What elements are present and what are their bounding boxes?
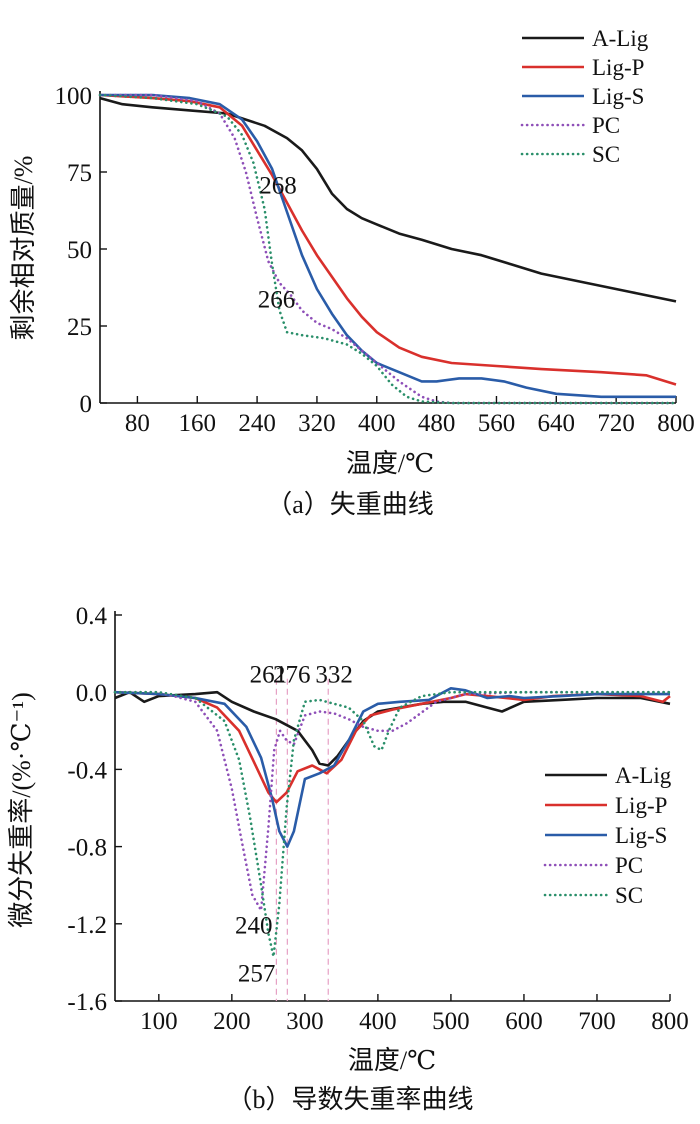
series-line-lig-p — [114, 690, 671, 804]
legend-label-lig-p: Lig-P — [592, 55, 644, 80]
y-tick-label: 0.0 — [76, 680, 107, 707]
x-tick-label: 800 — [651, 1008, 689, 1035]
tga-y-axis-label: 剩余相对质量/% — [9, 156, 38, 341]
x-tick-label: 720 — [597, 410, 635, 437]
annotation-label: 261 — [250, 662, 288, 689]
legend-label-lig-s: Lig-S — [615, 823, 667, 848]
y-tick-label: -1.2 — [67, 912, 107, 939]
series-line-sc — [98, 93, 678, 405]
x-tick-label: 560 — [478, 410, 516, 437]
x-tick-label: 80 — [125, 410, 150, 437]
dtg-series-group — [113, 687, 672, 958]
y-tick-label: 75 — [67, 160, 92, 187]
tga-caption: （a）失重曲线 — [266, 490, 434, 519]
annotation-label: 276 — [273, 662, 311, 689]
dtg-legend: A-Lig Lig-P Lig-S PC SC — [543, 763, 672, 908]
y-tick-label: 0.4 — [76, 603, 108, 630]
x-tick-label: 640 — [538, 410, 576, 437]
legend-label-lig-s: Lig-S — [592, 84, 644, 109]
legend-label-pc: PC — [592, 113, 620, 138]
tga-x-axis-label: 温度/℃ — [346, 449, 434, 478]
tga-annotations: 268 266 — [258, 173, 297, 314]
legend-label-lig-p: Lig-P — [615, 793, 667, 818]
series-line-pc — [98, 93, 678, 405]
y-tick-label: 0 — [80, 391, 93, 418]
tga-chart: 80 160 240 320 400 480 560 640 720 8000255075100 … — [9, 26, 695, 519]
x-tick-label: 300 — [286, 1008, 324, 1035]
annotation-label: 266 — [258, 287, 296, 314]
y-tick-label: -0.4 — [67, 757, 107, 784]
y-tick-label: 100 — [55, 83, 93, 110]
tga-axes: 80 160 240 320 400 480 560 640 720 800 0 25 50 75 100 — [55, 83, 695, 437]
dtg-reference-lines — [275, 678, 329, 1001]
y-tick-label: -1.6 — [67, 989, 107, 1016]
x-tick-label: 600 — [505, 1008, 543, 1035]
x-tick-label: 160 — [178, 410, 216, 437]
x-tick-label: 800 — [657, 410, 695, 437]
y-tick-label: -0.8 — [67, 835, 107, 862]
series-line-lig-s — [100, 93, 676, 399]
series-line-lig-s — [114, 687, 670, 848]
series-line-lig-p — [99, 93, 677, 386]
legend-label-sc: SC — [615, 883, 643, 908]
annotation-label: 240 — [235, 912, 273, 939]
x-tick-label: 400 — [358, 410, 396, 437]
legend-label-a-lig: A-Lig — [592, 26, 649, 51]
tga-legend: A-Lig Lig-P Lig-S PC SC — [520, 26, 649, 167]
x-tick-label: 700 — [578, 1008, 616, 1035]
series-line-pc — [113, 690, 672, 912]
legend-label-sc: SC — [592, 142, 620, 167]
x-tick-label: 480 — [418, 410, 456, 437]
x-tick-label: 240 — [238, 410, 276, 437]
dtg-caption: （b）导数失重率曲线 — [226, 1085, 473, 1114]
legend-label-a-lig: A-Lig — [615, 763, 672, 788]
x-tick-label: 400 — [359, 1008, 397, 1035]
x-tick-label: 320 — [298, 410, 336, 437]
dtg-chart: 100 200 300 400 500 600 700 800 0.4 0.0 -0.4 -0.8 -1… — [7, 603, 689, 1114]
series-line-a-lig — [99, 96, 677, 303]
legend-label-pc: PC — [615, 853, 643, 878]
dtg-y-axis-label: 微分失重率/(%·℃⁻¹) — [7, 692, 36, 927]
dtg-x-axis-label: 温度/℃ — [348, 1046, 436, 1075]
tga-series-group — [98, 93, 678, 405]
x-tick-label: 500 — [432, 1008, 470, 1035]
x-tick-label: 200 — [213, 1008, 251, 1035]
y-tick-label: 50 — [67, 237, 92, 264]
annotation-label: 268 — [259, 173, 297, 200]
annotation-label: 332 — [315, 662, 353, 689]
y-tick-label: 25 — [67, 314, 92, 341]
annotation-label: 257 — [238, 961, 276, 988]
dtg-axes: 100 200 300 400 500 600 700 800 0.4 0.0 -0.4 -0.8 -1… — [67, 603, 688, 1035]
series-line-sc — [113, 690, 672, 958]
x-tick-label: 100 — [140, 1008, 178, 1035]
